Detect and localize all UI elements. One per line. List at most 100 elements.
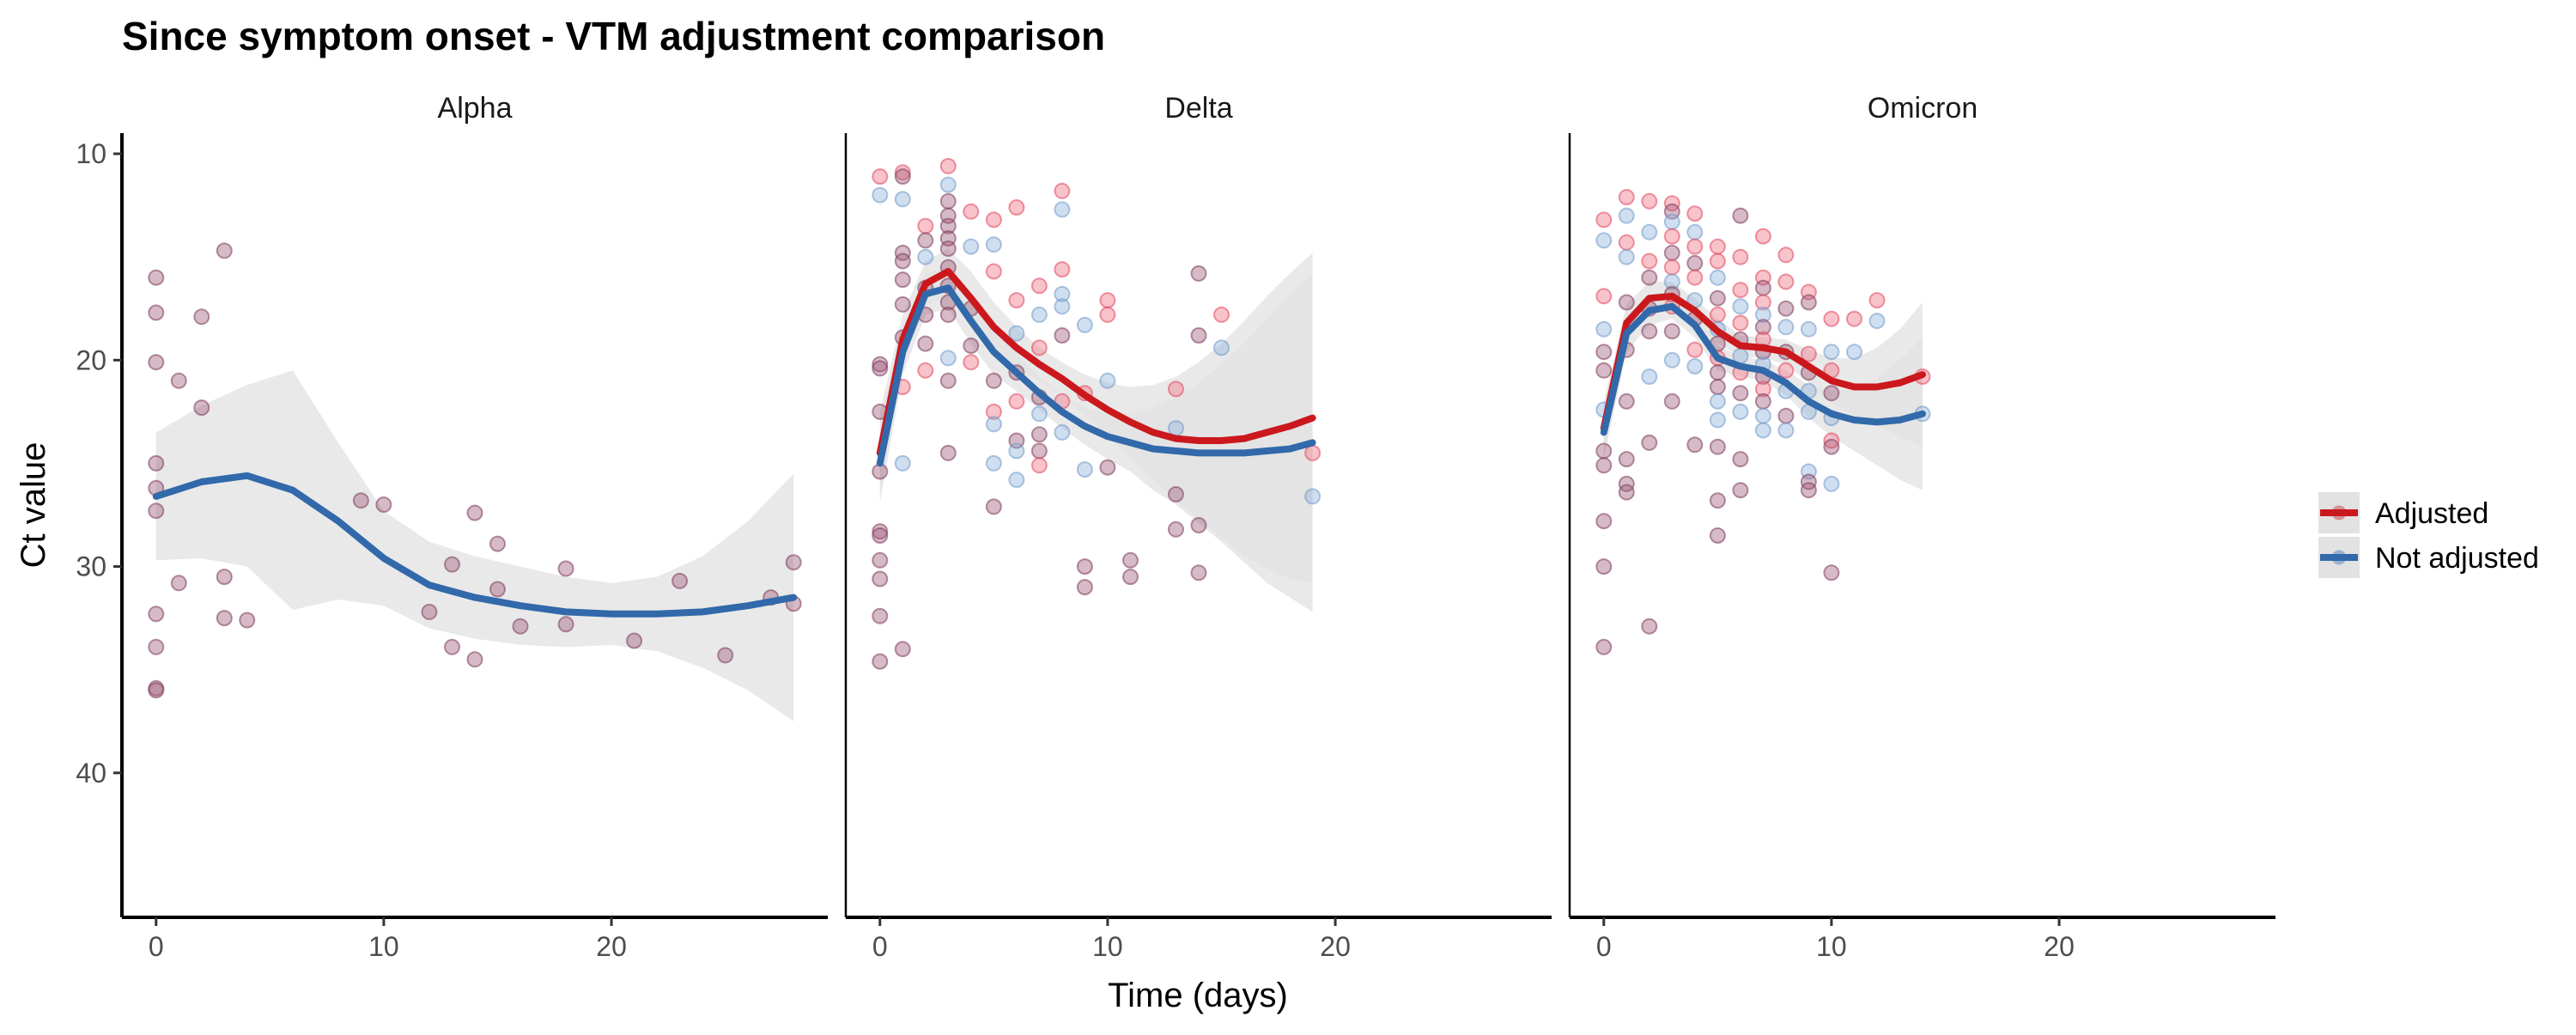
x-tick-label: 20 — [2044, 931, 2075, 962]
data-point — [1008, 325, 1025, 342]
data-point — [1168, 486, 1184, 502]
data-point — [1709, 306, 1726, 323]
data-point — [1076, 558, 1093, 575]
data-point — [1732, 248, 1749, 265]
data-point — [717, 647, 734, 664]
data-point — [1709, 269, 1726, 286]
data-point — [1122, 551, 1139, 569]
data-point — [1777, 422, 1795, 439]
data-point — [894, 168, 911, 185]
x-tick-label: 20 — [1320, 931, 1351, 962]
data-point — [1008, 393, 1025, 410]
data-point — [1709, 238, 1726, 255]
data-point — [170, 575, 187, 592]
data-point — [489, 581, 506, 598]
smooth-line-not-adjusted — [1600, 302, 1926, 436]
data-point — [939, 372, 957, 389]
data-point — [1754, 306, 1771, 323]
data-point — [148, 354, 165, 371]
data-point — [626, 632, 643, 649]
data-point — [872, 523, 889, 540]
data-point — [1823, 432, 1840, 449]
data-point — [1008, 199, 1025, 216]
data-point — [1709, 492, 1726, 509]
data-point — [1595, 442, 1613, 460]
data-point — [1709, 379, 1726, 395]
data-point — [1777, 300, 1795, 317]
data-point — [1030, 339, 1048, 356]
data-point — [1595, 344, 1613, 361]
data-point — [1823, 344, 1840, 361]
data-point — [1618, 294, 1635, 311]
data-point — [1618, 451, 1635, 468]
data-point — [512, 618, 529, 635]
data-point — [1754, 407, 1771, 424]
data-point — [939, 192, 957, 210]
y-tick-label: 30 — [76, 551, 106, 582]
data-point — [785, 554, 802, 571]
legend-label: Not adjusted — [2375, 542, 2539, 575]
data-point — [1595, 232, 1613, 249]
data-point — [239, 612, 256, 629]
data-point — [1099, 292, 1116, 309]
data-point — [1168, 521, 1184, 538]
data-point — [1168, 381, 1184, 398]
data-point — [1800, 473, 1817, 490]
data-point — [1076, 316, 1093, 333]
data-point — [1823, 438, 1840, 455]
data-point — [1709, 289, 1726, 307]
data-point — [894, 295, 911, 313]
data-point — [1595, 211, 1613, 228]
data-point — [1618, 248, 1635, 265]
data-point — [148, 304, 165, 321]
data-point — [894, 454, 911, 472]
legend-item-not-adjusted: Not adjusted — [2318, 537, 2539, 578]
data-point — [1800, 345, 1817, 362]
data-point — [1663, 273, 1680, 290]
data-point — [1732, 403, 1749, 420]
facet-panels: Alpha 0 10 20 10 20 30 40 Delta 0 10 20 Omicron 0 10 20 — [76, 92, 2275, 962]
data-point — [466, 504, 483, 521]
data-point — [1754, 393, 1771, 410]
data-point — [1709, 253, 1726, 270]
legend-item-adjusted: Adjusted — [2318, 492, 2488, 533]
confidence-ribbon-not-adjusted — [879, 267, 1313, 612]
x-tick-label: 0 — [872, 931, 888, 962]
data-point — [917, 248, 934, 265]
data-point — [939, 157, 957, 174]
data-point — [985, 416, 1002, 433]
data-point — [1304, 488, 1321, 505]
data-point — [1030, 457, 1048, 474]
data-point — [1030, 442, 1048, 460]
data-point — [872, 360, 889, 377]
data-point — [1868, 313, 1886, 330]
data-point — [1709, 527, 1726, 544]
data-point — [939, 240, 957, 257]
data-point — [193, 308, 210, 326]
data-point — [1304, 444, 1321, 461]
data-point — [1732, 451, 1749, 468]
data-point — [1732, 207, 1749, 224]
data-point — [1618, 207, 1635, 224]
data-point — [557, 560, 574, 577]
data-point — [1686, 223, 1704, 240]
data-point — [671, 572, 689, 589]
smooth-line-not-adjusted — [876, 284, 1316, 467]
data-point — [1054, 423, 1071, 441]
data-point — [872, 527, 889, 544]
data-point — [1168, 420, 1184, 437]
data-point — [148, 606, 165, 623]
data-point — [1686, 358, 1704, 374]
data-point — [963, 354, 980, 371]
data-point — [1213, 339, 1230, 356]
data-point — [1641, 253, 1658, 270]
data-point — [216, 569, 233, 586]
data-point — [1663, 393, 1680, 410]
data-point — [1030, 426, 1048, 443]
data-point — [1190, 517, 1207, 533]
data-point — [148, 269, 165, 286]
data-point — [1823, 564, 1840, 581]
data-point — [1641, 323, 1658, 340]
